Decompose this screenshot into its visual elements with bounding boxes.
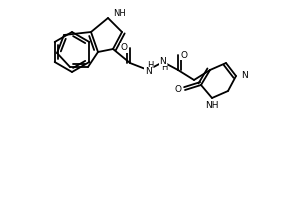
Text: N: N [160,56,167,66]
Text: O: O [175,86,182,95]
Text: H: H [161,64,167,72]
Text: O: O [181,50,188,60]
Text: NH: NH [113,9,126,19]
Text: N: N [242,72,248,80]
Text: O: O [121,44,128,52]
Text: H: H [147,60,153,70]
Text: N: N [145,68,152,76]
Text: NH: NH [205,102,219,110]
